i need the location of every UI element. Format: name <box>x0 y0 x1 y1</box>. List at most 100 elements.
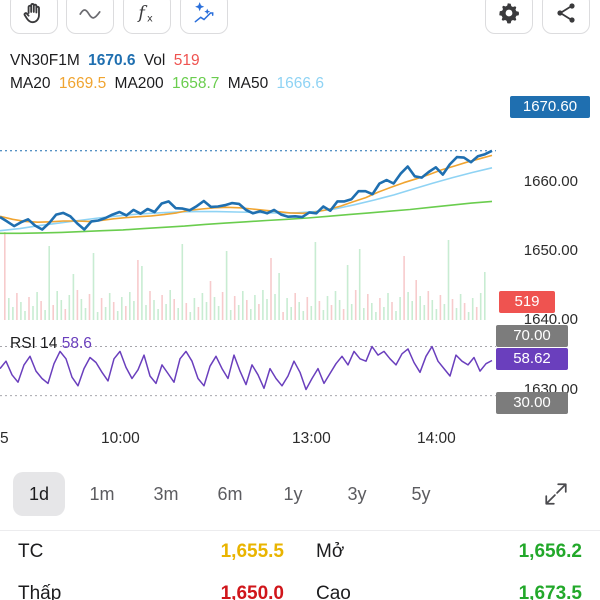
volume-bar <box>20 302 22 320</box>
ai-analysis-button[interactable] <box>180 0 228 34</box>
volume-bar <box>80 299 83 320</box>
volume-bar <box>415 280 417 320</box>
volume-bar <box>129 292 131 320</box>
tab-1d[interactable]: 1d <box>13 472 65 516</box>
settings-button[interactable] <box>485 0 533 34</box>
volume-bar <box>181 244 184 320</box>
price-chart[interactable] <box>0 90 600 430</box>
volume-bar <box>32 306 34 320</box>
volume-bar <box>391 302 393 320</box>
volume-tag: 519 <box>499 291 555 313</box>
line-tool-button[interactable] <box>66 0 114 34</box>
ai-sparkle-icon <box>194 2 214 23</box>
ma200-label: MA200 <box>114 75 164 92</box>
volume-bar <box>153 300 155 320</box>
volume-bar <box>193 298 196 320</box>
reference-price-value: 1,655.5 <box>220 541 284 562</box>
volume-bar <box>334 291 337 320</box>
hand-tool-button[interactable] <box>10 0 58 34</box>
volume-bar <box>371 303 373 320</box>
volume-bar <box>233 296 236 320</box>
volume-bar <box>56 291 58 320</box>
volume-bar <box>60 300 63 320</box>
volume-bar <box>358 249 361 320</box>
volume-bar <box>104 307 107 320</box>
volume-bar <box>133 301 135 320</box>
volume-bar <box>205 302 208 320</box>
volume-bar <box>467 312 470 320</box>
volume-bar <box>322 310 325 320</box>
volume-bar <box>116 311 119 320</box>
tab-1m[interactable]: 1m <box>89 484 115 504</box>
volume-bar <box>266 299 268 320</box>
volume-bar <box>479 293 482 320</box>
volume-bar <box>173 299 175 320</box>
expand-button[interactable] <box>543 481 569 512</box>
volume-bar <box>169 290 171 320</box>
volume-bar <box>270 258 272 320</box>
volume-bar <box>399 297 401 320</box>
y-tick-label: 1660.00 <box>523 173 578 190</box>
volume-bar <box>326 296 329 320</box>
volume-bar <box>435 309 438 320</box>
volume-bar <box>471 298 474 320</box>
range-selector: 1d 1m 3m 6m 1y 3y 5y <box>0 472 600 516</box>
volume-bar <box>484 272 486 320</box>
volume-bar <box>350 304 353 320</box>
ma50-label: MA50 <box>227 75 269 92</box>
tab-1y[interactable]: 1y <box>283 484 303 504</box>
volume-bar <box>387 293 389 320</box>
tab-6m[interactable]: 6m <box>217 484 243 504</box>
function-icon: f x <box>136 3 153 25</box>
volume-bar <box>298 302 300 320</box>
share-icon <box>557 3 575 23</box>
volume-bar <box>383 307 385 320</box>
open-price-label: Mở <box>316 541 345 562</box>
volume-bar <box>197 307 200 320</box>
volume-bar <box>125 306 127 320</box>
tab-3m[interactable]: 3m <box>153 484 179 504</box>
volume-bar <box>88 294 91 320</box>
ma20-value: 1669.5 <box>58 75 107 92</box>
volume-bar <box>423 305 426 320</box>
tab-3y[interactable]: 3y <box>347 484 367 504</box>
volume-bar <box>237 305 240 320</box>
volume-bar <box>443 304 446 320</box>
svg-text:x: x <box>147 14 153 25</box>
divider <box>0 530 600 531</box>
volume-bar <box>367 294 369 320</box>
volume-bar <box>463 303 466 320</box>
indicator-button[interactable]: f x <box>123 0 171 34</box>
chart-toolbar: f x <box>0 0 600 40</box>
volume-bar <box>217 306 220 320</box>
rsi-value-tag: 58.62 <box>496 348 568 370</box>
series-line-ma200 <box>0 200 493 235</box>
high-price-label: Cao <box>316 583 351 600</box>
volume-bar <box>64 309 67 320</box>
volume-bar <box>221 292 224 320</box>
volume-bar <box>40 301 42 320</box>
volume-bar <box>121 297 123 320</box>
share-button[interactable] <box>542 0 590 34</box>
x-tick-label: 10:00 <box>101 430 140 447</box>
volume-bar <box>431 300 434 320</box>
tab-5y[interactable]: 5y <box>411 484 431 504</box>
volume-bar <box>24 311 26 320</box>
rsi-level-upper-tag: 70.00 <box>496 325 568 347</box>
volume-bar <box>427 291 430 320</box>
volume-bar <box>278 273 280 320</box>
volume-bar <box>262 290 264 320</box>
volume-bar <box>294 293 296 320</box>
volume-bar <box>44 310 46 320</box>
x-tick-label: 5 <box>0 430 9 447</box>
rsi-value: 58.6 <box>61 335 92 352</box>
volume-bar <box>12 307 14 320</box>
volume-bar <box>149 291 151 320</box>
volume-bar <box>411 301 413 320</box>
volume-bar <box>201 293 204 320</box>
reference-price-label: TC <box>18 541 44 562</box>
volume-bar <box>306 297 309 320</box>
last-price-tag: 1670.60 <box>510 96 590 118</box>
volume-bar <box>342 309 345 320</box>
volume-bar <box>8 298 10 320</box>
